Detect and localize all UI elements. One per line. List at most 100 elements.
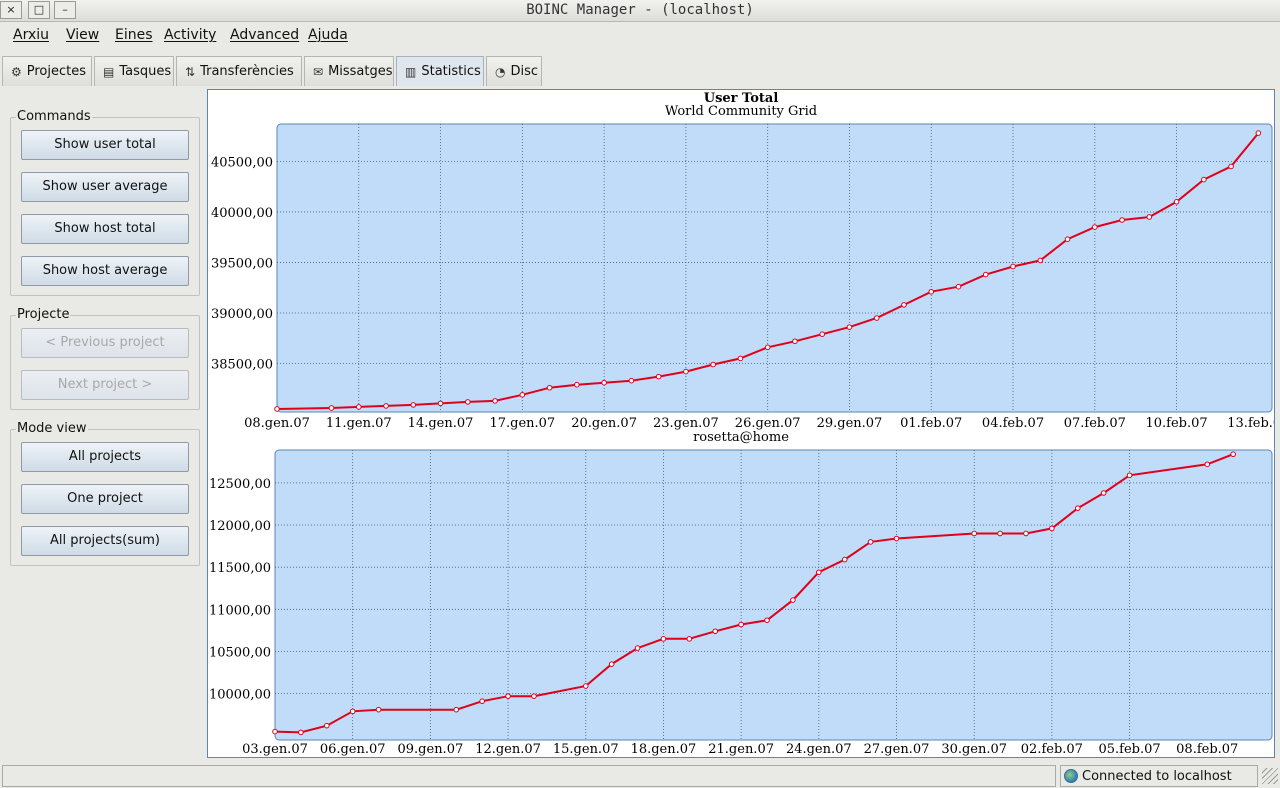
- data-point: [601, 379, 607, 386]
- menu-arxiu[interactable]: Arxiu: [13, 27, 50, 43]
- tab-missatges[interactable]: ✉ Missatges: [304, 56, 394, 86]
- all-projects-button[interactable]: All projects: [21, 442, 189, 472]
- data-point: [1230, 451, 1236, 458]
- show-user-average-button[interactable]: Show user average: [21, 172, 189, 202]
- data-point: [349, 708, 356, 715]
- mode-view-title: Mode view: [16, 421, 88, 436]
- y-tick-label: 10000,00: [209, 688, 271, 703]
- data-point: [298, 729, 304, 736]
- show-host-total-button[interactable]: Show host total: [21, 214, 189, 244]
- menu-advanced[interactable]: Advanced: [230, 27, 300, 43]
- data-point: [1146, 214, 1153, 220]
- chart-subtitle: World Community Grid: [665, 104, 817, 119]
- x-tick-label: 02.feb.07: [1021, 742, 1083, 757]
- data-point: [355, 404, 362, 410]
- data-point: [608, 661, 615, 667]
- data-point: [737, 355, 744, 362]
- x-tick-label: 14.gen.07: [408, 416, 474, 431]
- data-point: [1119, 217, 1125, 223]
- plot-area: [274, 449, 1273, 741]
- x-tick-label: 06.gen.07: [320, 742, 386, 757]
- title-bar: × □ – BOINC Manager - (localhost): [0, 0, 1280, 22]
- close-button[interactable]: ×: [0, 1, 22, 19]
- x-tick-label: 10.feb.07: [1145, 416, 1207, 431]
- data-point: [710, 361, 716, 368]
- tab-label: Projectes: [26, 64, 87, 79]
- data-point: [410, 402, 417, 408]
- tab-projectes[interactable]: ⚙ Projectes: [2, 56, 92, 86]
- data-point: [982, 271, 989, 278]
- y-tick-label: 40000,00: [211, 206, 273, 221]
- x-tick-label: 09.gen.07: [398, 742, 464, 757]
- data-point: [816, 569, 822, 576]
- show-user-total-button[interactable]: Show user total: [21, 130, 189, 160]
- disk-icon: ◔: [495, 64, 506, 79]
- menu-ajuda[interactable]: Ajuda: [308, 27, 348, 43]
- status-left: [2, 765, 1056, 787]
- x-tick-label: 29.gen.07: [817, 416, 883, 431]
- tab-statistics[interactable]: ▥ Statistics: [396, 56, 484, 86]
- data-point: [479, 698, 485, 705]
- data-point: [1010, 263, 1016, 270]
- tab-label: Transferències: [200, 64, 294, 79]
- menu-view[interactable]: View: [66, 27, 100, 43]
- one-project-button[interactable]: One project: [21, 484, 189, 514]
- y-tick-label: 12500,00: [209, 477, 271, 492]
- all-projects-sum-button[interactable]: All projects(sum): [21, 526, 189, 556]
- data-point: [819, 331, 826, 337]
- x-tick-label: 30.gen.07: [941, 742, 1007, 757]
- x-tick-label: 24.gen.07: [786, 742, 852, 757]
- data-point: [328, 405, 335, 411]
- tab-label: Disc: [510, 64, 539, 79]
- mode-view-group: Mode view All projects One project All p…: [10, 421, 200, 566]
- tab-bar: ⚙ Projectes ▤ Tasques ⇅ Transferències ✉…: [0, 56, 1280, 86]
- projecte-group: Projecte < Previous project Next project…: [10, 307, 200, 410]
- x-tick-label: 07.feb.07: [1064, 416, 1126, 431]
- x-tick-label: 11.gen.07: [326, 416, 392, 431]
- show-host-average-button[interactable]: Show host average: [21, 256, 189, 286]
- y-tick-label: 40500,00: [211, 155, 273, 170]
- y-tick-label: 12000,00: [209, 519, 271, 534]
- menu-eines[interactable]: Eines: [115, 27, 153, 43]
- data-point: [686, 636, 693, 642]
- next-project-button[interactable]: Next project >: [21, 370, 189, 400]
- data-point: [519, 392, 526, 398]
- data-point: [1023, 530, 1029, 537]
- gear-icon: ⚙: [11, 64, 22, 79]
- chart-title: User Total: [704, 91, 779, 106]
- tab-disc[interactable]: ◔ Disc: [486, 56, 542, 86]
- tab-tasques[interactable]: ▤ Tasques: [94, 56, 174, 86]
- maximize-button[interactable]: □: [28, 1, 50, 19]
- data-point: [867, 539, 874, 545]
- data-point: [683, 368, 689, 375]
- menu-bar: Arxiu View Eines Activity Advanced Ajuda: [0, 24, 1280, 48]
- data-point: [453, 706, 460, 713]
- data-point: [1173, 199, 1180, 205]
- projecte-title: Projecte: [16, 307, 71, 322]
- x-tick-label: 08.gen.07: [244, 416, 310, 431]
- x-tick-label: 03.gen.07: [242, 742, 308, 757]
- y-tick-label: 39500,00: [211, 256, 273, 271]
- x-tick-label: 27.gen.07: [864, 742, 930, 757]
- data-point: [1201, 176, 1207, 183]
- data-point: [655, 373, 662, 380]
- data-point: [1126, 472, 1133, 479]
- previous-project-button[interactable]: < Previous project: [21, 328, 189, 358]
- list-icon: ▤: [103, 64, 115, 79]
- tab-label: Statistics: [421, 64, 481, 79]
- data-point: [582, 683, 589, 689]
- x-tick-label: 12.gen.07: [475, 742, 541, 757]
- data-point: [1064, 236, 1071, 242]
- y-tick-label: 38500,00: [211, 357, 273, 372]
- tab-transferencies[interactable]: ⇅ Transferències: [176, 56, 302, 86]
- data-point: [323, 722, 330, 729]
- bar-chart-icon: ▥: [405, 64, 417, 79]
- data-point: [492, 398, 498, 404]
- menu-activity[interactable]: Activity: [164, 27, 217, 43]
- data-point: [628, 377, 635, 384]
- minimize-button[interactable]: –: [54, 1, 76, 19]
- globe-icon: [1064, 769, 1078, 783]
- data-point: [738, 621, 744, 628]
- resize-grip-icon[interactable]: [1262, 768, 1278, 784]
